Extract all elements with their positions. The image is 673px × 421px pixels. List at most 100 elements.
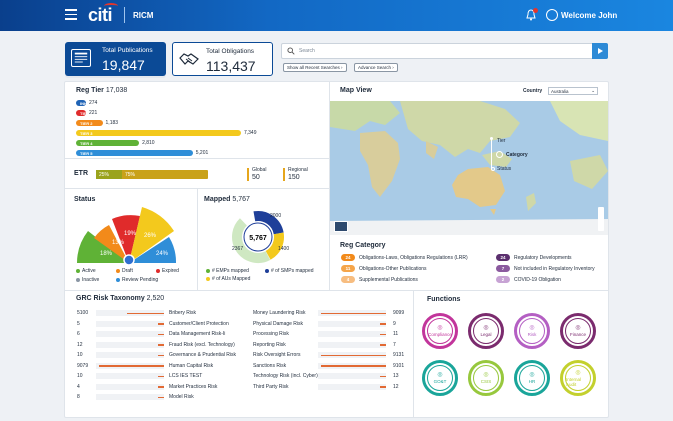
function-icon: ◎: [483, 325, 489, 331]
status-legend-label: Review Pending: [122, 277, 159, 283]
status-legend-item[interactable]: Inactive: [76, 277, 99, 283]
status-slice-inactive[interactable]: [129, 207, 174, 263]
status-legend-item[interactable]: Draft: [116, 268, 133, 274]
map-thumbnail[interactable]: [334, 221, 348, 232]
reg-tier-bar-6[interactable]: [76, 150, 193, 156]
search-submit-button[interactable]: [592, 43, 608, 59]
reg-category-item[interactable]: 24 Obligations-Laws, Obligations Regulati…: [341, 254, 468, 261]
header-divider: [124, 7, 125, 23]
status-slice-expired[interactable]: [112, 215, 140, 263]
grc-bar[interactable]: [318, 352, 386, 358]
grc-bar[interactable]: [96, 352, 164, 358]
mapped-donut-chart[interactable]: 5,767: [225, 209, 291, 265]
status-legend-item[interactable]: Review Pending: [116, 277, 158, 283]
function-hr-button[interactable]: ◎ HR: [514, 360, 550, 396]
function-label: Risk: [527, 332, 537, 337]
search-box[interactable]: Search: [281, 43, 608, 59]
function-csis-button[interactable]: ◎ CSIS: [468, 360, 504, 396]
regional-marker: [283, 168, 285, 181]
grc-bar[interactable]: [96, 373, 164, 379]
map-zoom-controls[interactable]: [598, 207, 604, 231]
grc-bar[interactable]: [96, 341, 164, 348]
reg-category-count-badge: 24: [341, 254, 355, 261]
map-marker-category[interactable]: [496, 151, 503, 158]
status-legend-item[interactable]: Active: [76, 268, 96, 274]
map-marker-status[interactable]: [491, 167, 495, 171]
grc-bar[interactable]: [318, 341, 386, 348]
etr-bar[interactable]: 25% 75%: [96, 170, 208, 179]
status-value-5: 24%: [156, 251, 169, 257]
reg-category-item[interactable]: 2 COVID-19 Obligation: [496, 276, 561, 283]
grc-bar[interactable]: [96, 394, 164, 400]
total-obligations-card[interactable]: Total Obligations 113,437: [172, 42, 273, 76]
function-finance-button[interactable]: ◎ Finance: [560, 313, 596, 349]
grc-bar[interactable]: [318, 362, 386, 369]
recent-searches-button[interactable]: Show all Recent Searches ›: [283, 63, 347, 72]
function-risk-button[interactable]: ◎ Risk: [514, 313, 550, 349]
grc-bar[interactable]: [318, 373, 386, 379]
mapped-legend-item[interactable]: # of AUs Mapped: [206, 276, 250, 282]
grc-bar[interactable]: [96, 310, 164, 316]
mapped-slice-aus[interactable]: [232, 211, 284, 263]
function-label: CSIS: [480, 379, 492, 384]
hamburger-menu-icon[interactable]: [65, 9, 77, 20]
function-legal-button[interactable]: ◎ Legal: [468, 313, 504, 349]
grc-bar[interactable]: [318, 320, 386, 327]
status-chart[interactable]: 18% 13% 19% 26% 24%: [72, 205, 187, 267]
reg-tier-bar-1[interactable]: [76, 100, 86, 106]
grc-bar[interactable]: [96, 383, 164, 390]
legend-dot: [116, 278, 120, 282]
status-legend-item[interactable]: Expired: [156, 268, 179, 274]
grc-bar-fill: [380, 323, 386, 325]
function-compliance-button[interactable]: ◎ Compliance: [422, 313, 458, 349]
reg-tier-bar-3[interactable]: [76, 120, 103, 126]
reg-category-item[interactable]: 11 Obligations-Other Publications: [341, 265, 427, 272]
mapped-legend-item[interactable]: # of SMPs mapped: [265, 268, 314, 274]
status-value-1: 18%: [100, 251, 113, 257]
total-publications-card[interactable]: Total Publications 19,847: [65, 42, 166, 76]
world-map[interactable]: Tier Category Status: [330, 101, 608, 235]
reg-tier-bar-2[interactable]: [76, 110, 86, 116]
mapped-legend-item[interactable]: # EMPs mapped: [206, 268, 249, 274]
map-legend-status: Status: [497, 166, 512, 172]
reg-tier-label-6: TIER 5: [80, 151, 93, 156]
reg-category-item[interactable]: 24 Regulatory Developments: [496, 254, 572, 261]
grc-title: GRC Risk Taxonomy: [76, 295, 145, 302]
grc-count: 7: [393, 341, 396, 348]
reg-category-item[interactable]: 4 Supplemental Publications: [341, 276, 418, 283]
reg-category-label: Obligations-Other Publications: [359, 265, 427, 272]
reg-tier-bar-4[interactable]: [76, 130, 241, 136]
reg-tier-bar-5[interactable]: [76, 140, 140, 146]
grc-bar-fill: [158, 375, 164, 377]
status-value-3: 19%: [124, 231, 137, 237]
country-select[interactable]: Australia ⌄: [548, 87, 598, 95]
user-avatar-icon[interactable]: [546, 9, 558, 21]
grc-label: Market Practices Risk: [169, 383, 218, 390]
grc-label: Data Management Risk-Ii: [169, 331, 226, 337]
grc-total: 2,520: [146, 295, 165, 302]
grc-label: Model Risk: [169, 394, 194, 400]
logo-arc: [104, 3, 118, 9]
reg-category-item[interactable]: 7 Not included in Regulatory Inventory: [496, 265, 595, 272]
status-slice-review[interactable]: [129, 237, 177, 263]
map-marker-tier[interactable]: [490, 137, 493, 140]
status-slice-active[interactable]: [77, 231, 129, 263]
function-go-t-button[interactable]: ◎ GO&T: [422, 360, 458, 396]
notification-bell-icon[interactable]: [526, 9, 536, 21]
grc-label: Human Capital Risk: [169, 362, 214, 369]
grc-bar[interactable]: [318, 310, 386, 316]
brand-logo[interactable]: citi: [88, 5, 113, 25]
status-slice-draft[interactable]: [94, 225, 129, 263]
grc-count: 13: [393, 373, 399, 379]
grc-bar[interactable]: [96, 362, 164, 369]
advance-search-button[interactable]: Advance Search ›: [354, 63, 398, 72]
function-inner: ◎ Risk: [519, 318, 545, 344]
grc-count: 9099: [393, 310, 405, 316]
grc-bar[interactable]: [96, 320, 164, 327]
legend-dot: [206, 269, 210, 273]
grc-bar[interactable]: [96, 331, 164, 337]
grc-bar[interactable]: [318, 331, 386, 337]
reg-tier-value-5: 2,810: [142, 140, 155, 146]
grc-bar[interactable]: [318, 383, 386, 390]
function-internal-audit-button[interactable]: ◎ Internal Audit: [560, 360, 596, 396]
